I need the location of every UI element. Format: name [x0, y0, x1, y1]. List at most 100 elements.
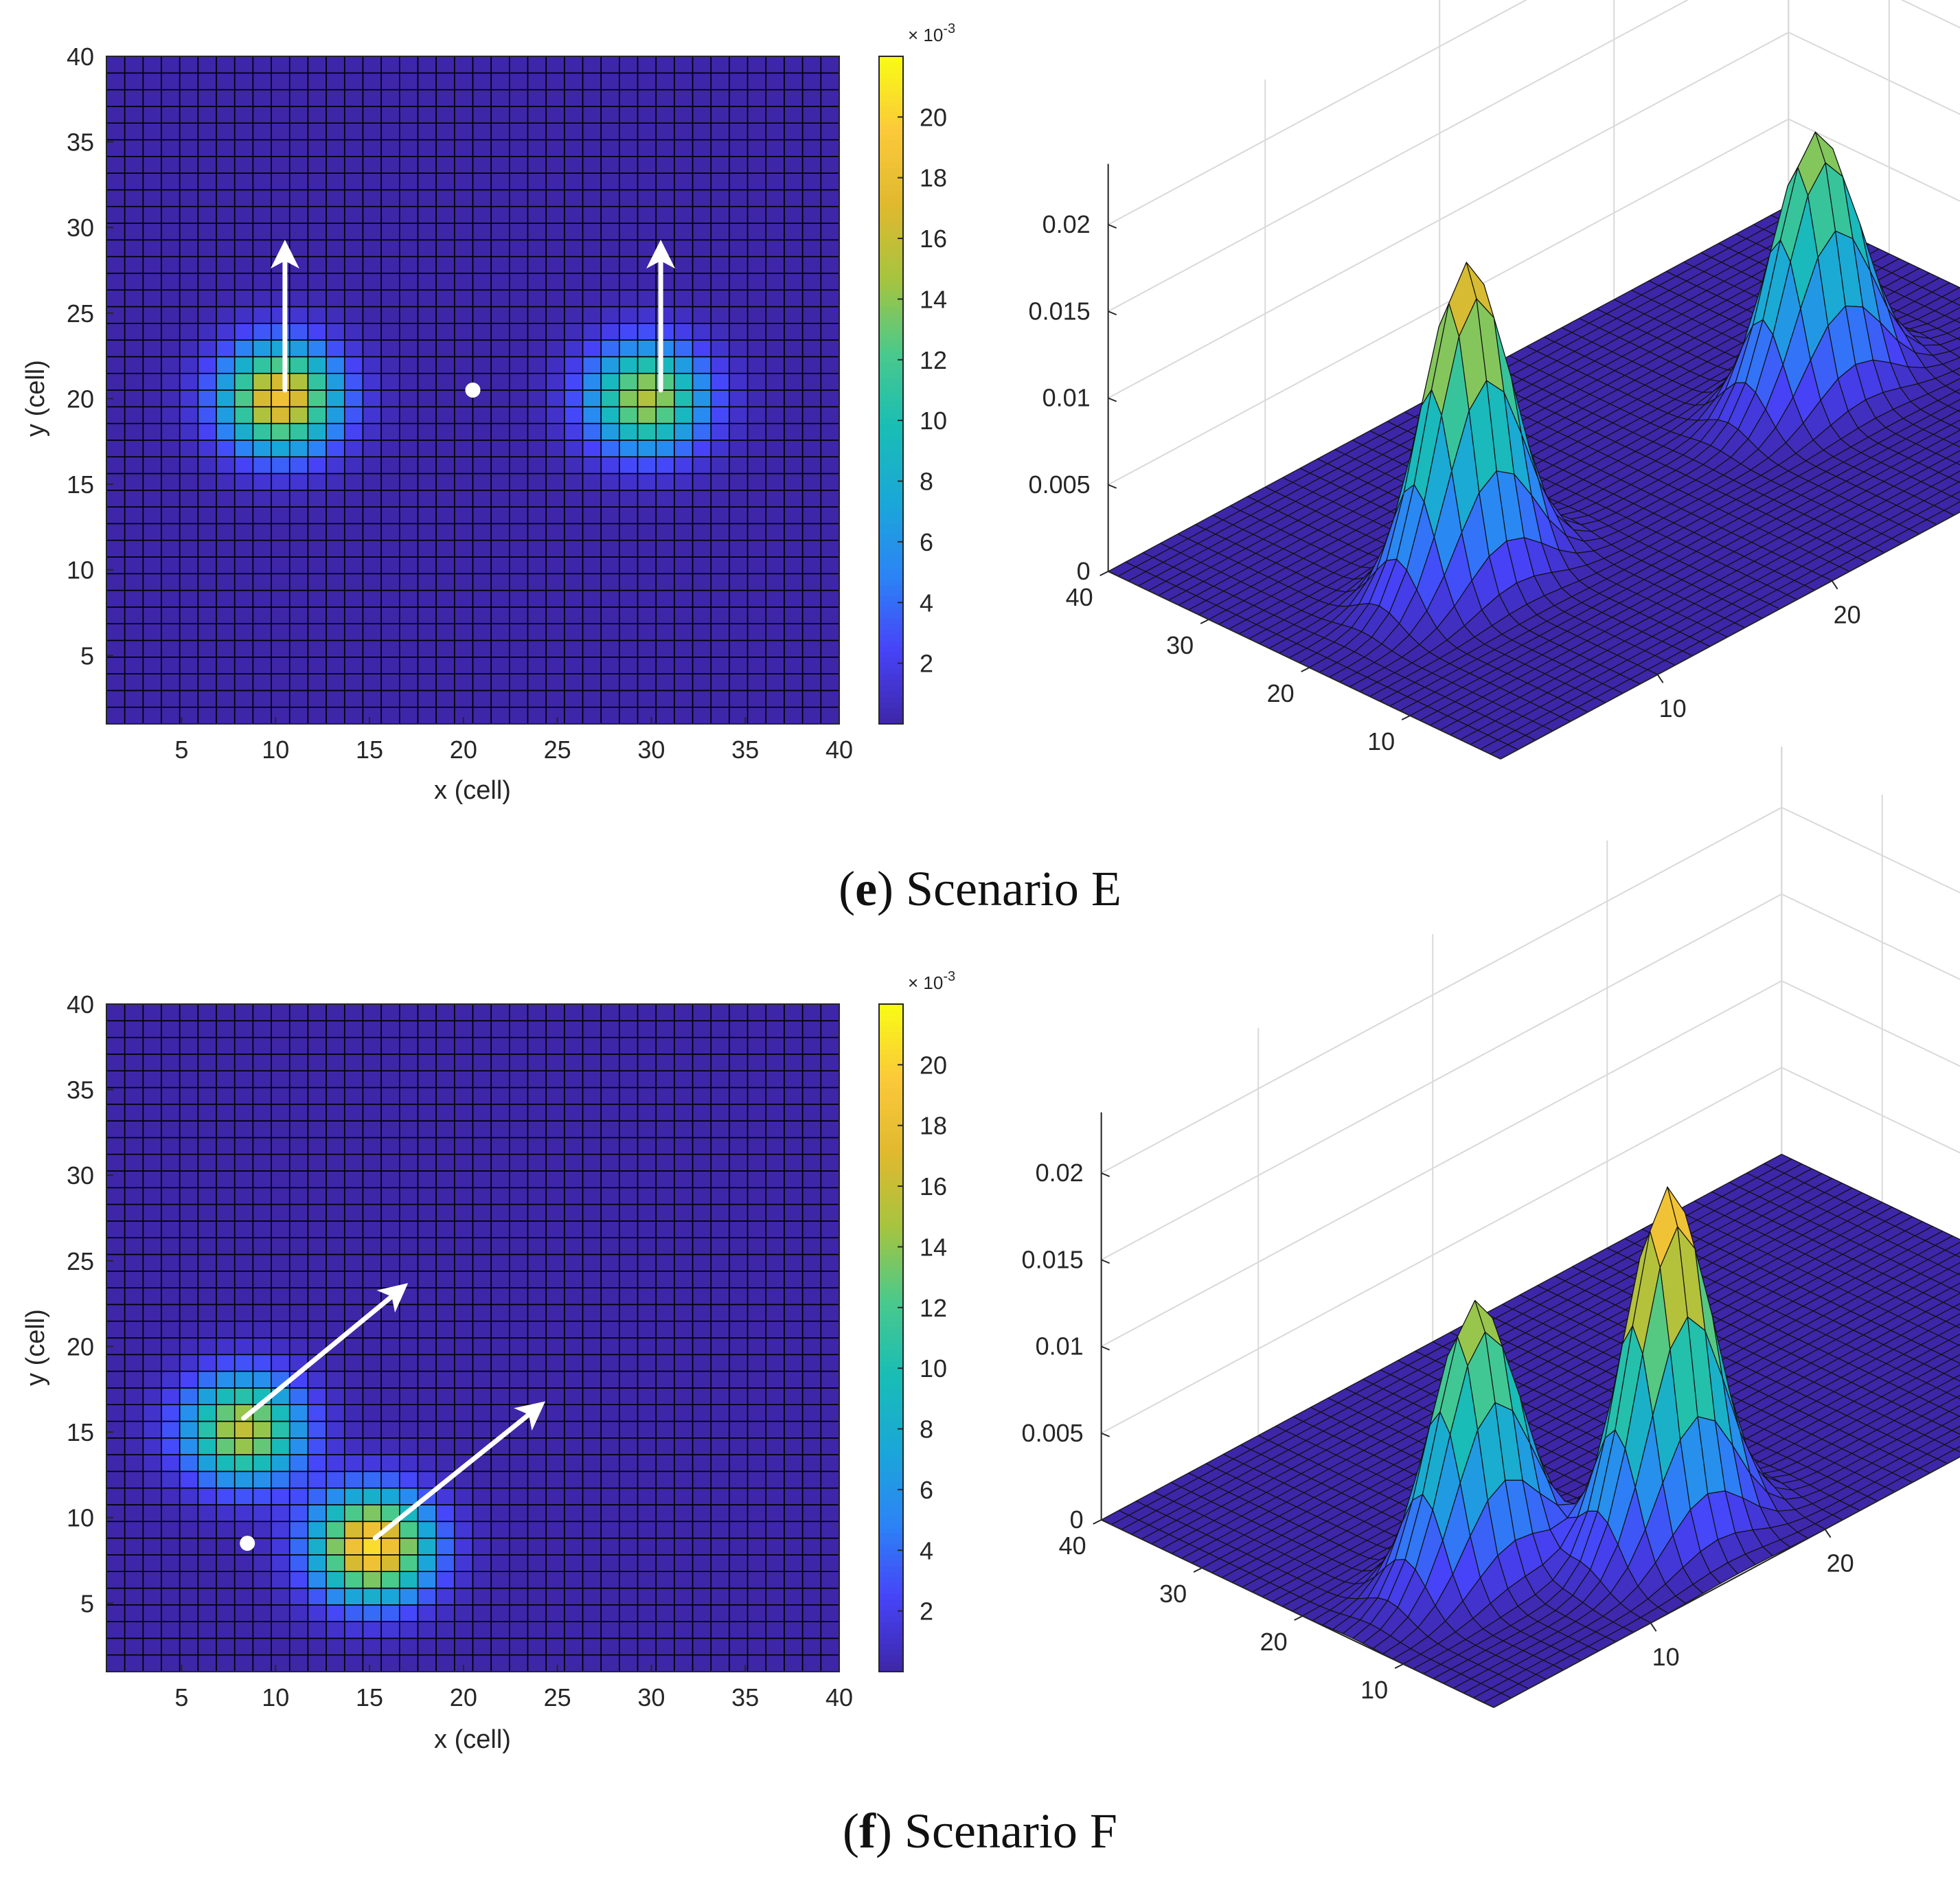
heatmap-cell: [380, 156, 400, 174]
heatmap-cell: [710, 1253, 730, 1272]
heatmap-cell: [564, 1137, 584, 1155]
heatmap-cell: [674, 139, 694, 157]
heatmap-cell: [233, 1420, 254, 1439]
heatmap-cell: [398, 156, 419, 174]
heatmap-cell: [582, 306, 602, 324]
heatmap-cell: [417, 72, 437, 91]
heatmap-cell: [417, 623, 437, 641]
heatmap-cell: [674, 1487, 694, 1505]
heatmap-cell: [124, 1203, 144, 1222]
heatmap-cell: [564, 322, 584, 341]
heatmap-cell: [252, 1187, 272, 1205]
heatmap-cell: [637, 1087, 657, 1105]
heatmap-cell: [307, 389, 327, 408]
heatmap-cell: [820, 322, 840, 341]
heatmap-cell: [271, 1437, 290, 1455]
heatmap-cell: [142, 1554, 162, 1572]
heatmap-cell: [582, 1003, 602, 1022]
heatmap-cell: [343, 539, 364, 558]
heatmap-cell: [454, 1604, 474, 1622]
heatmap-cell: [600, 1020, 620, 1038]
heatmap-cell: [710, 1537, 730, 1556]
heatmap-cell: [271, 1337, 290, 1356]
heatmap-cell: [435, 1320, 455, 1339]
heatmap-cell: [729, 106, 749, 124]
heatmap-cell: [692, 1621, 712, 1639]
heatmap-cell: [142, 1271, 162, 1288]
heatmap-cell: [179, 239, 199, 258]
heatmap-cell: [106, 122, 126, 141]
heatmap-cell: [582, 289, 602, 308]
heatmap-cell: [637, 1304, 657, 1322]
heatmap-cell: [142, 255, 162, 274]
heatmap-cell: [307, 1003, 327, 1022]
heatmap-cell: [564, 1203, 584, 1222]
heatmap-cell: [509, 1120, 529, 1139]
heatmap-cell: [326, 1304, 345, 1322]
heatmap-cell: [801, 172, 822, 191]
heatmap-cell: [747, 589, 767, 608]
heatmap-cell: [142, 1487, 162, 1505]
heatmap-cell: [124, 673, 144, 692]
heatmap-cell: [747, 1454, 767, 1472]
heatmap-cell: [490, 106, 510, 124]
heatmap-cell: [362, 623, 382, 641]
colorbar-segment: [879, 251, 903, 258]
heatmap-cell: [307, 589, 327, 608]
heatmap-cell: [490, 639, 510, 658]
heatmap-cell: [233, 1287, 254, 1306]
heatmap-cell: [362, 1220, 382, 1239]
heatmap-cell: [619, 440, 639, 458]
heatmap-cell: [435, 1504, 455, 1523]
heatmap-cell: [288, 1104, 309, 1122]
heatmap-cell: [197, 1404, 217, 1422]
heatmap-cell: [417, 1320, 437, 1339]
heatmap-cell: [820, 223, 840, 241]
heatmap-cell: [527, 356, 547, 374]
heatmap-cell: [674, 1137, 694, 1155]
heatmap-cell: [142, 1104, 162, 1122]
heatmap-cell: [398, 623, 419, 641]
heatmap-cell: [435, 189, 455, 207]
heatmap-cell: [729, 156, 749, 174]
heatmap-cell: [527, 406, 547, 424]
heatmap-cell: [801, 1587, 822, 1606]
heatmap-cell: [216, 506, 236, 525]
heatmap-cell: [435, 623, 455, 641]
heatmap-cell: [801, 523, 822, 541]
heatmap-cell: [233, 339, 254, 358]
heatmap-cell: [472, 356, 492, 374]
heatmap-cell: [545, 1654, 565, 1672]
heatmap-cell: [820, 139, 840, 157]
heatmap-cell: [106, 589, 126, 608]
heatmap-cell: [600, 339, 620, 358]
heatmap-cell: [343, 1604, 364, 1622]
colorbar-segment: [879, 56, 903, 62]
heatmap-cell: [710, 1036, 730, 1055]
heatmap-cell: [197, 322, 217, 341]
heatmap-cell: [765, 255, 785, 274]
heatmap-cell: [509, 239, 529, 258]
heatmap-cell: [637, 1271, 657, 1288]
colorbar-segment: [879, 579, 903, 586]
heatmap-cell: [637, 573, 657, 591]
heatmap-cell: [801, 1337, 822, 1356]
heatmap-cell: [655, 1153, 675, 1172]
heatmap-cell: [582, 205, 602, 224]
heatmap-cell: [326, 606, 345, 625]
heatmap-cell: [179, 1370, 199, 1389]
heatmap-cell: [161, 122, 181, 141]
heatmap-cell: [619, 506, 639, 525]
heatmap-cell: [637, 639, 657, 658]
heatmap-cell: [307, 1287, 327, 1306]
heatmap-cell: [582, 1354, 602, 1372]
heatmap-cell: [820, 1137, 840, 1155]
heatmap-cell: [362, 1370, 382, 1389]
heatmap-cell: [619, 706, 639, 725]
heatmap-cell: [417, 606, 437, 625]
heatmap-cell: [435, 1621, 455, 1639]
colorbar-exponent-f: × 10-3: [908, 969, 955, 993]
heatmap-cell: [398, 72, 419, 91]
heatmap-cell: [655, 72, 675, 91]
